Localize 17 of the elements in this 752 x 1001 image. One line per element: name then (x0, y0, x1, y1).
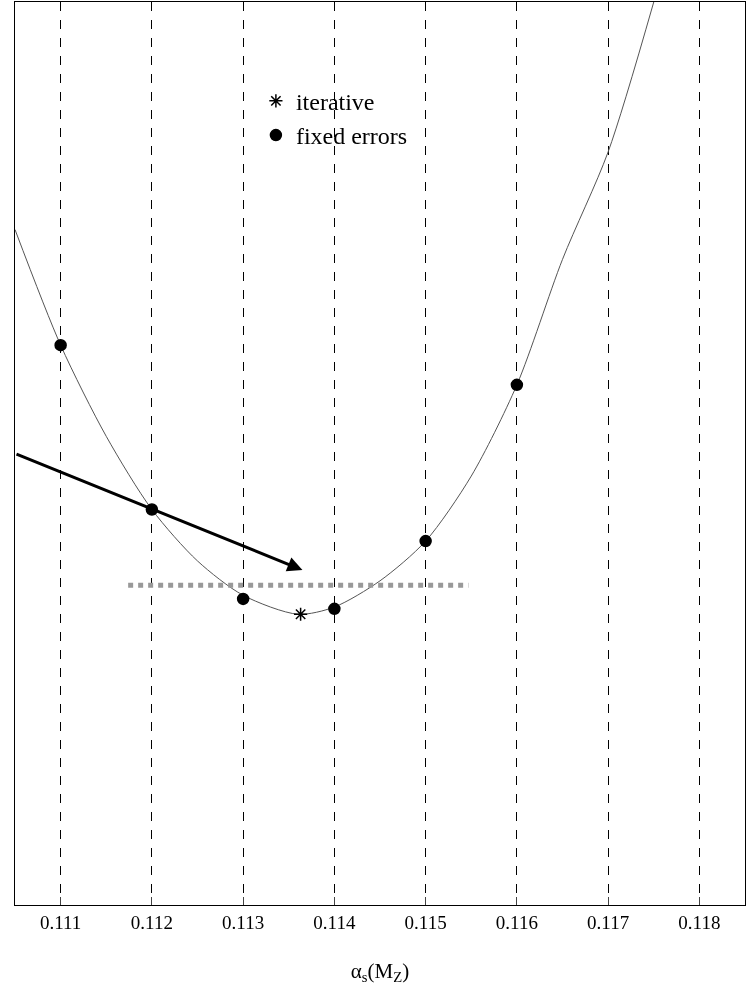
point (54, 338, 67, 352)
point (328, 602, 341, 616)
point (419, 534, 432, 548)
x-tick-label: 0.111 (39, 911, 82, 933)
x-tick-label: 0.115 (404, 911, 447, 933)
x-tick-label: 0.112 (130, 911, 173, 933)
point (236, 592, 250, 606)
x-axis-title: α$_{s}$(M$_{Z}$) (350, 959, 410, 986)
point (293, 606, 308, 622)
legend-label: iterative (295, 89, 375, 116)
legend-label: fixed errors (295, 123, 408, 150)
x-tick-label: 0.114 (313, 911, 356, 933)
x-tick-label: 0.117 (587, 911, 630, 933)
x-tick-label: 0.118 (678, 911, 721, 933)
x-tick-label: 0.116 (495, 911, 538, 933)
x-tick-label: 0.113 (222, 911, 265, 933)
point (510, 378, 524, 392)
